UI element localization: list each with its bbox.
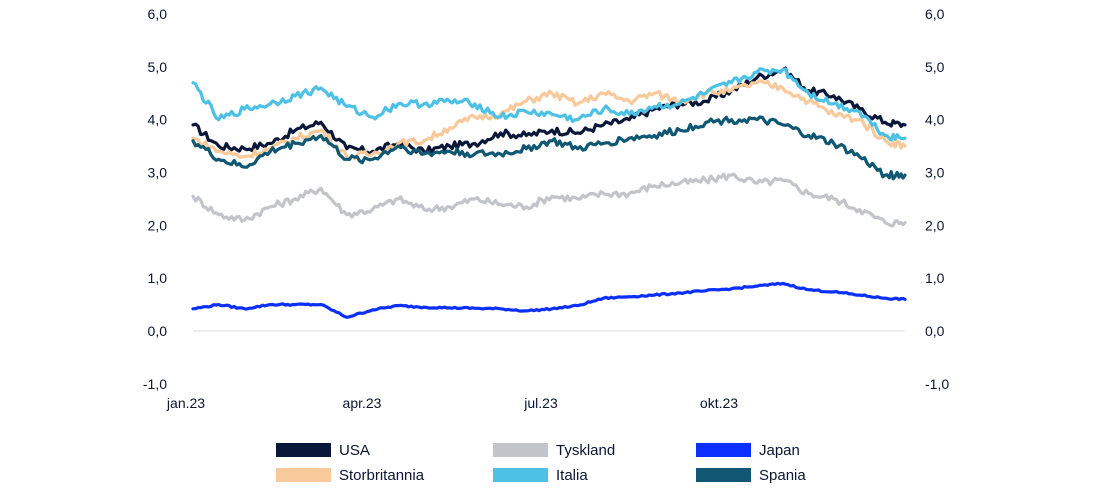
y-tick-label-left: 1,0: [148, 270, 168, 286]
x-tick-label: apr.23: [343, 395, 382, 411]
legend-label: USA: [339, 441, 370, 459]
y-tick-label-right: -1,0: [925, 376, 949, 392]
legend-swatch: [276, 468, 331, 482]
x-tick-label: jan.23: [166, 395, 205, 411]
chart: 6,0 5,0 4,0 3,0 2,0 1,0 0,0 -1,0 6,0 5,0 4,0 3,0 2,…: [143, 6, 949, 411]
legend-item-usa: USA: [276, 440, 370, 460]
legend-item-japan: Japan: [696, 440, 800, 460]
legend-swatch: [276, 443, 331, 457]
legend: USA Tyskland Japan Storbritannia Italia Spani…: [276, 440, 836, 490]
legend-label: Italia: [556, 466, 588, 484]
legend-item-tyskland: Tyskland: [493, 440, 615, 460]
x-tick-label: jul.23: [523, 395, 558, 411]
y-tick-label-left: 4,0: [148, 112, 168, 128]
legend-swatch: [696, 443, 751, 457]
series-line-italia: [191, 67, 907, 142]
y-tick-label-right: 5,0: [925, 59, 945, 75]
y-tick-label-right: 3,0: [925, 165, 945, 181]
legend-label: Storbritannia: [339, 466, 425, 484]
y-tick-label-left: 2,0: [148, 217, 168, 233]
y-tick-label-right: 6,0: [925, 6, 945, 22]
y-tick-label-right: 0,0: [925, 323, 945, 339]
series-line-tyskland: [191, 172, 907, 228]
legend-item-storbritannia: Storbritannia: [276, 465, 424, 485]
legend-label: Japan: [759, 441, 800, 459]
series-lines: [191, 66, 907, 319]
y-tick-label-left: 0,0: [148, 323, 168, 339]
x-axis: jan.23 apr.23 jul.23 okt.23: [166, 395, 738, 411]
y-tick-label-left: 3,0: [148, 165, 168, 181]
series-line-spania: [191, 115, 907, 181]
y-tick-label-right: 2,0: [925, 217, 945, 233]
series-line-storbritannia: [191, 78, 907, 162]
y-tick-label-left: 5,0: [148, 59, 168, 75]
y-tick-label-right: 4,0: [925, 112, 945, 128]
legend-swatch: [493, 468, 548, 482]
y-tick-label-right: 1,0: [925, 270, 945, 286]
y-tick-label-left: 6,0: [148, 6, 168, 22]
legend-label: Spania: [759, 466, 806, 484]
legend-swatch: [696, 468, 751, 482]
legend-swatch: [493, 443, 548, 457]
y-axis-right: 6,0 5,0 4,0 3,0 2,0 1,0 0,0 -1,0: [925, 6, 949, 392]
series-line-japan: [191, 281, 907, 319]
legend-item-italia: Italia: [493, 465, 588, 485]
y-axis-left: 6,0 5,0 4,0 3,0 2,0 1,0 0,0 -1,0: [143, 6, 167, 392]
x-tick-label: okt.23: [700, 395, 738, 411]
legend-item-spania: Spania: [696, 465, 806, 485]
y-tick-label-left: -1,0: [143, 376, 167, 392]
legend-label: Tyskland: [556, 441, 616, 459]
